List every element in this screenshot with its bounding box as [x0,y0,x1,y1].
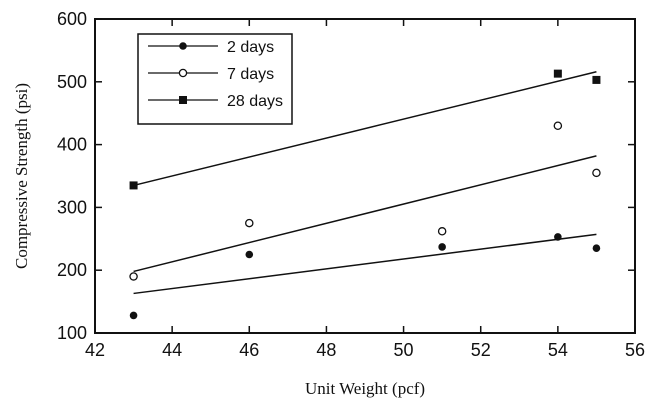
legend-marker [178,68,188,78]
data-point-2-days [554,233,562,241]
legend-marker [179,42,187,50]
x-tick-label: 54 [548,340,568,360]
y-tick-label: 500 [57,72,87,92]
legend-label: 7 days [227,66,274,83]
data-point-7-days [592,168,601,178]
data-point-28-days [592,75,601,84]
y-tick-label: 100 [57,323,87,343]
trend-line-2-days [133,233,597,295]
legend-label: 28 days [227,93,283,110]
data-point-2-days [129,311,138,320]
y-tick-label: 600 [57,9,87,29]
data-point-2-days [245,250,254,259]
y-tick-label: 400 [57,135,87,155]
trend-lines [133,71,597,295]
x-tick-label: 48 [316,340,336,360]
trend-line-28-days [133,71,597,187]
legend-items: 2 days 7 days 28 days [148,39,283,110]
data-point-7-days [129,272,138,281]
y-tick-label: 200 [57,260,87,280]
data-point-28-days [129,181,138,190]
data-point-2-days [592,244,601,253]
data-point-7-days [437,227,447,236]
x-tick-label: 50 [394,340,414,360]
x-tick-label: 46 [239,340,259,360]
x-tick-label: 56 [625,340,645,360]
x-tick-label: 42 [85,340,105,360]
trend-line-7-days [133,155,597,273]
data-points [129,69,601,320]
y-axis-title: Compressive Strength (psi) [12,83,31,269]
axis-ticks: 42 44 46 48 50 52 54 56 100 200 300 400 500 600 [57,9,645,360]
legend-marker [179,96,187,104]
y-tick-label: 300 [57,197,87,217]
data-point-7-days [245,218,254,228]
legend-label: 2 days [227,39,274,56]
legend: 2 days 7 days 28 days [137,33,293,125]
x-axis-title: Unit Weight (pcf) [305,379,425,398]
data-point-7-days [553,121,563,131]
data-point-2-days [438,243,446,251]
plot-frame [94,18,636,334]
legend-box [137,33,293,125]
x-tick-label: 52 [471,340,491,360]
x-tick-label: 44 [162,340,182,360]
data-point-28-days [553,69,562,78]
